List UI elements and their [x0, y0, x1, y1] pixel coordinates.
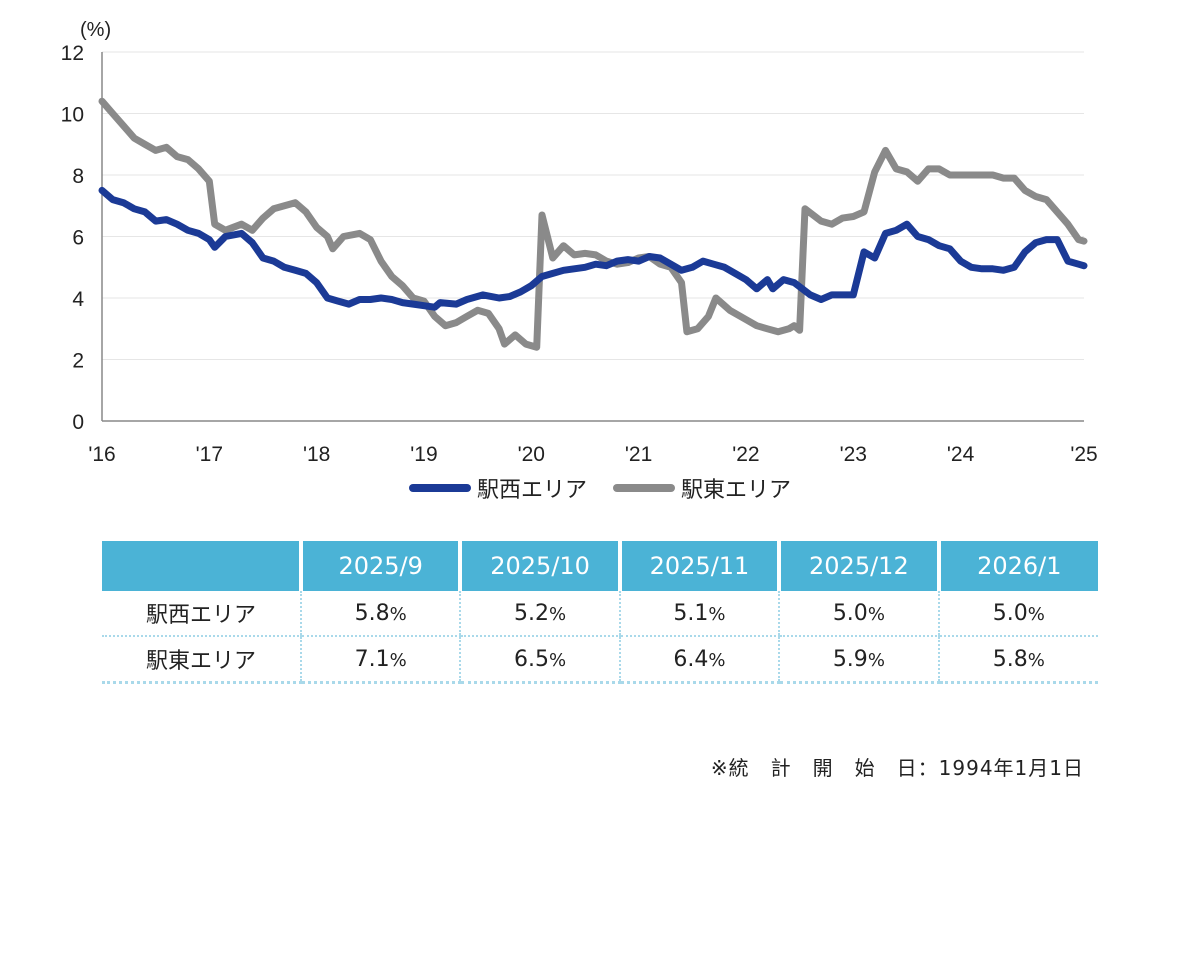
- x-tick-label: '20: [518, 443, 545, 466]
- unit-label: %: [389, 649, 407, 671]
- table-cell: 5.9%: [778, 636, 939, 684]
- table-header-cell: 2025/12: [777, 541, 939, 591]
- table-cell: 5.8%: [937, 636, 1098, 684]
- table-cell: 5.2%: [459, 591, 620, 637]
- table-cell: 5.1%: [618, 591, 780, 637]
- y-tick-label: 10: [61, 104, 84, 127]
- cell-value: 5.9: [832, 646, 868, 672]
- table-cell: 7.1%: [299, 636, 461, 684]
- legend-item-east: 駅東エリア: [613, 472, 791, 504]
- table-header-cell: 2025/9: [298, 541, 461, 591]
- table-cell: 6.4%: [618, 636, 780, 684]
- row-label: 駅東エリア: [102, 636, 301, 684]
- cell-value: 5.1: [673, 600, 709, 626]
- table-header-row: 2025/9 2025/10 2025/11 2025/12 2026/1: [102, 541, 1098, 591]
- y-tick-label: 4: [72, 288, 84, 311]
- unit-label: %: [1027, 603, 1045, 625]
- y-tick-label: 2: [72, 350, 84, 373]
- table-cell: 5.0%: [778, 591, 939, 637]
- row-label: 駅西エリア: [102, 591, 301, 637]
- legend-item-west: 駅西エリア: [408, 472, 587, 504]
- legend-label-east: 駅東エリア: [681, 478, 792, 503]
- cell-value: 5.8: [354, 600, 390, 626]
- cell-value: 6.4: [673, 646, 709, 672]
- unit-label: %: [549, 649, 567, 671]
- cell-value: 5.0: [992, 600, 1028, 626]
- x-tick-label: '21: [625, 443, 652, 466]
- x-tick-label: '23: [840, 443, 867, 466]
- unit-label: %: [867, 603, 885, 625]
- legend-label-west: 駅西エリア: [476, 478, 587, 503]
- x-tick-label: '16: [88, 443, 115, 466]
- table-cell: 5.8%: [299, 591, 461, 637]
- cell-value: 7.1: [354, 646, 390, 672]
- table-header-cell: 2025/10: [458, 541, 620, 591]
- table-cell: 5.0%: [937, 591, 1098, 637]
- series-line-west: [98, 186, 1088, 311]
- unit-label: %: [389, 603, 407, 625]
- unit-label: %: [549, 603, 567, 625]
- legend-swatch-west: [408, 484, 471, 492]
- table-cell: 6.5%: [459, 636, 620, 684]
- unit-label: %: [1027, 649, 1045, 671]
- table-row: 駅東エリア 7.1% 6.5% 6.4% 5.9% 5.8%: [102, 636, 1098, 684]
- cell-value: 5.0: [832, 600, 868, 626]
- y-tick-label: 6: [72, 227, 84, 250]
- legend-swatch-east: [613, 484, 675, 492]
- cell-value: 5.2: [514, 600, 550, 626]
- cell-value: 6.5: [514, 646, 550, 672]
- vacancy-rate-table: 2025/9 2025/10 2025/11 2025/12 2026/1 駅西…: [102, 541, 1098, 684]
- unit-label: %: [708, 603, 726, 625]
- line-chart: 0 2 4 6 8 10 12(%) '16 '17 '18 '19 '20 '21 '22 '23 '24 '…: [61, 19, 1098, 466]
- x-tick-label: '24: [947, 443, 975, 466]
- x-tick-label: '17: [196, 443, 223, 466]
- x-tick-label: '19: [410, 443, 437, 466]
- chart-legend: 駅西エリア 駅東エリア: [0, 472, 1200, 504]
- cell-value: 5.8: [992, 646, 1028, 672]
- x-tick-label: '25: [1070, 443, 1097, 466]
- table-header-cell: 2025/11: [617, 541, 780, 591]
- y-tick-label: 8: [72, 165, 84, 188]
- y-tick-label: 0: [72, 411, 84, 434]
- table-header-cell: 2026/1: [936, 541, 1098, 591]
- table-header-cell: [102, 541, 301, 591]
- x-tick-label: '22: [732, 443, 759, 466]
- series-line-east: [98, 97, 1088, 351]
- unit-label: %: [708, 649, 726, 671]
- y-axis-unit-label: (%): [80, 19, 111, 41]
- table-row: 駅西エリア 5.8% 5.2% 5.1% 5.0% 5.0%: [102, 591, 1098, 637]
- unit-label: %: [867, 649, 885, 671]
- statistics-start-note: ※統 計 開 始 日：1994年1月1日: [710, 756, 1084, 780]
- y-tick-label: 12: [61, 42, 84, 65]
- x-tick-label: '18: [303, 443, 330, 466]
